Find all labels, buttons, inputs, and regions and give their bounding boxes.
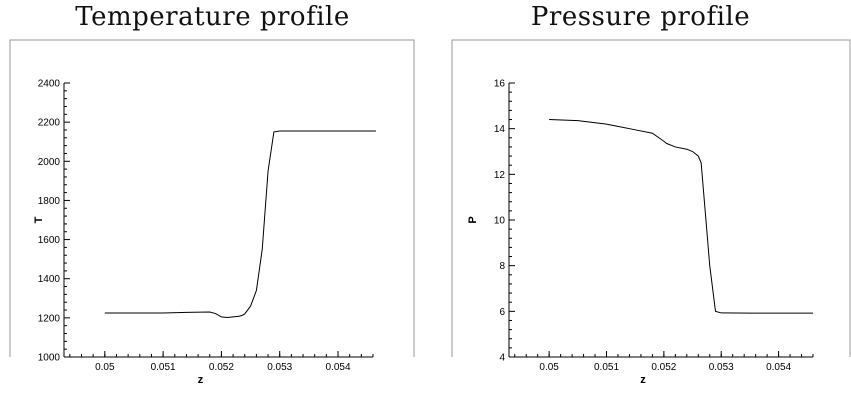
temperature-x-tick-label: 0.05: [95, 362, 115, 373]
pressure-y-tick-label: 4: [499, 353, 505, 364]
pressure-x-axis-label: z: [640, 374, 646, 386]
pressure-y-axis-label: P: [467, 216, 479, 223]
pressure-y-tick-label: 12: [494, 170, 506, 181]
temperature-y-tick-label: 2200: [38, 118, 61, 129]
pressure-y-tick-label: 14: [494, 124, 506, 135]
temperature-x-tick-label: 0.051: [151, 362, 176, 373]
pressure-chart: 4 6 8 10 12 14 16 0.05 0.051 0.052 0.053 0.054 z P: [451, 39, 851, 386]
temperature-x-tick-label: 0.052: [209, 362, 234, 373]
pressure-x-tick-label: 0.054: [766, 362, 791, 373]
temperature-x-tick-label: 0.053: [267, 362, 292, 373]
temperature-y-tick-label: 1000: [38, 353, 61, 364]
pressure-y-tick-label: 10: [494, 216, 506, 227]
temperature-y-tick-label: 1400: [38, 274, 61, 285]
temperature-y-tick-label: 1600: [38, 235, 61, 246]
pressure-y-tick-label: 6: [499, 307, 505, 318]
temperature-series-line: [104, 130, 376, 318]
pressure-x-tick-label: 0.051: [594, 362, 619, 373]
temperature-x-tick-label: 0.054: [326, 362, 351, 373]
pressure-y-tick-label: 8: [499, 261, 505, 272]
pressure-y-tick-label: 16: [494, 79, 506, 90]
pressure-x-tick-label: 0.052: [651, 362, 676, 373]
temperature-x-axis-label: z: [198, 374, 204, 386]
pressure-series-line: [549, 119, 813, 314]
pressure-x-tick-label: 0.053: [709, 362, 734, 373]
temperature-frame: [9, 39, 415, 357]
temperature-chart: 1000 1200 1400 1600 1800 2000 2200 2400 0.05 0.05…: [9, 39, 415, 386]
pressure-panel: Pressure profile 4 6 8 10 12 14 16 0.05 0.051 0.0…: [430, 0, 851, 397]
temperature-chart-title: Temperature profile: [75, 2, 350, 32]
temperature-y-tick-label: 1800: [38, 196, 61, 207]
pressure-x-tick-label: 0.05: [539, 362, 559, 373]
temperature-y-tick-label: 1200: [38, 313, 61, 324]
pressure-chart-title: Pressure profile: [530, 2, 751, 32]
temperature-y-tick-label: 2400: [38, 79, 61, 90]
pressure-frame: [451, 39, 851, 357]
temperature-panel: Temperature profile 1000 1200 1400 1600 1800…: [0, 0, 425, 397]
temperature-y-axis-label: T: [33, 216, 45, 223]
temperature-y-tick-label: 2000: [38, 157, 61, 168]
